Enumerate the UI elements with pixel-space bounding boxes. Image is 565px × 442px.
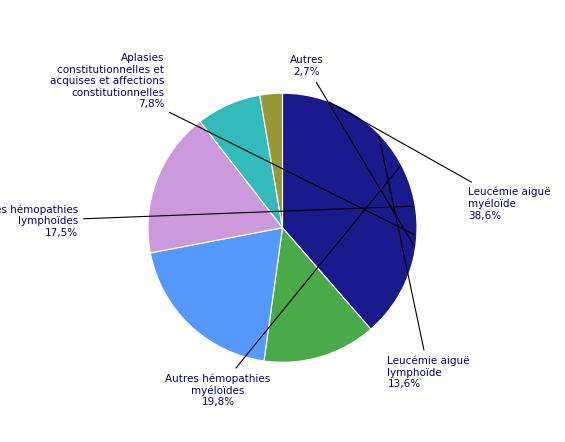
Wedge shape [148, 122, 282, 253]
Text: Autres hémopathies
myéloïdes
19,8%: Autres hémopathies myéloïdes 19,8% [166, 167, 399, 408]
Text: Leucémie aiguë
myéloïde
38,6%: Leucémie aiguë myéloïde 38,6% [329, 102, 551, 221]
Text: Autres hémopathies
lymphoïdes
17,5%: Autres hémopathies lymphoïdes 17,5% [0, 204, 412, 238]
Wedge shape [150, 228, 282, 361]
Wedge shape [264, 228, 371, 362]
Text: Leucémie aiguë
lymphoïde
13,6%: Leucémie aiguë lymphoïde 13,6% [379, 136, 470, 389]
Wedge shape [200, 95, 282, 228]
Text: Autres
2,7%: Autres 2,7% [290, 55, 414, 246]
Wedge shape [282, 93, 417, 329]
Wedge shape [260, 93, 282, 228]
Text: Aplasies
constitutionnelles et
acquises et affections
constitutionnelles
7,8%: Aplasies constitutionnelles et acquises … [50, 53, 414, 234]
